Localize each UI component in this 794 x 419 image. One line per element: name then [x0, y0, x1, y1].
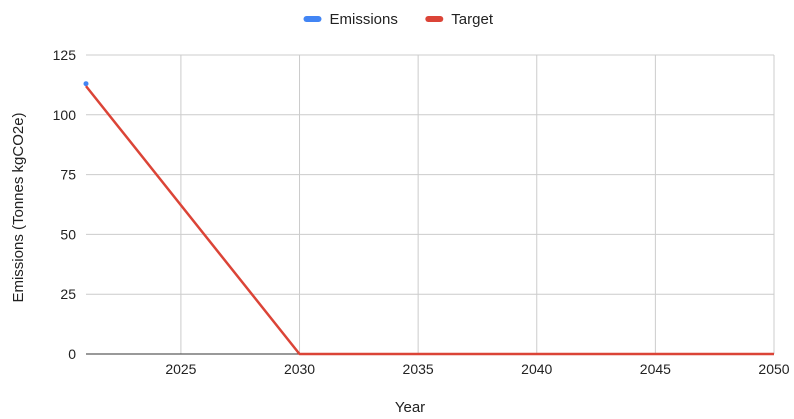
y-tick-label: 0 — [68, 346, 76, 362]
target-line — [85, 85, 774, 356]
legend-item-emissions[interactable]: Emissions — [303, 11, 398, 28]
tick-labels: 0 25 50 75 100 125 2025 2030 2035 2040 2045 2050 — [53, 47, 790, 377]
y-tick-label: 100 — [53, 107, 77, 123]
series-layer — [83, 81, 774, 356]
x-tick-label: 2025 — [165, 361, 196, 377]
x-axis-label: Year — [395, 399, 425, 416]
y-tick-label: 75 — [60, 167, 76, 183]
legend-label: Emissions — [330, 11, 398, 28]
x-tick-label: 2040 — [521, 361, 552, 377]
emissions-point — [83, 81, 89, 87]
y-tick-label: 125 — [53, 47, 77, 63]
legend-swatch — [303, 16, 322, 22]
legend-swatch — [425, 16, 444, 22]
grid — [86, 54, 775, 354]
x-tick-label: 2050 — [758, 361, 789, 377]
legend[interactable]: Emissions Target — [303, 11, 494, 28]
y-tick-label: 25 — [60, 286, 76, 302]
x-tick-label: 2045 — [640, 361, 671, 377]
y-axis-label: Emissions (Tonnes kgCO2e) — [10, 112, 27, 302]
x-tick-label: 2035 — [403, 361, 434, 377]
legend-label: Target — [451, 11, 494, 28]
y-tick-label: 50 — [60, 226, 76, 242]
legend-item-target[interactable]: Target — [425, 11, 494, 28]
x-tick-label: 2030 — [284, 361, 315, 377]
